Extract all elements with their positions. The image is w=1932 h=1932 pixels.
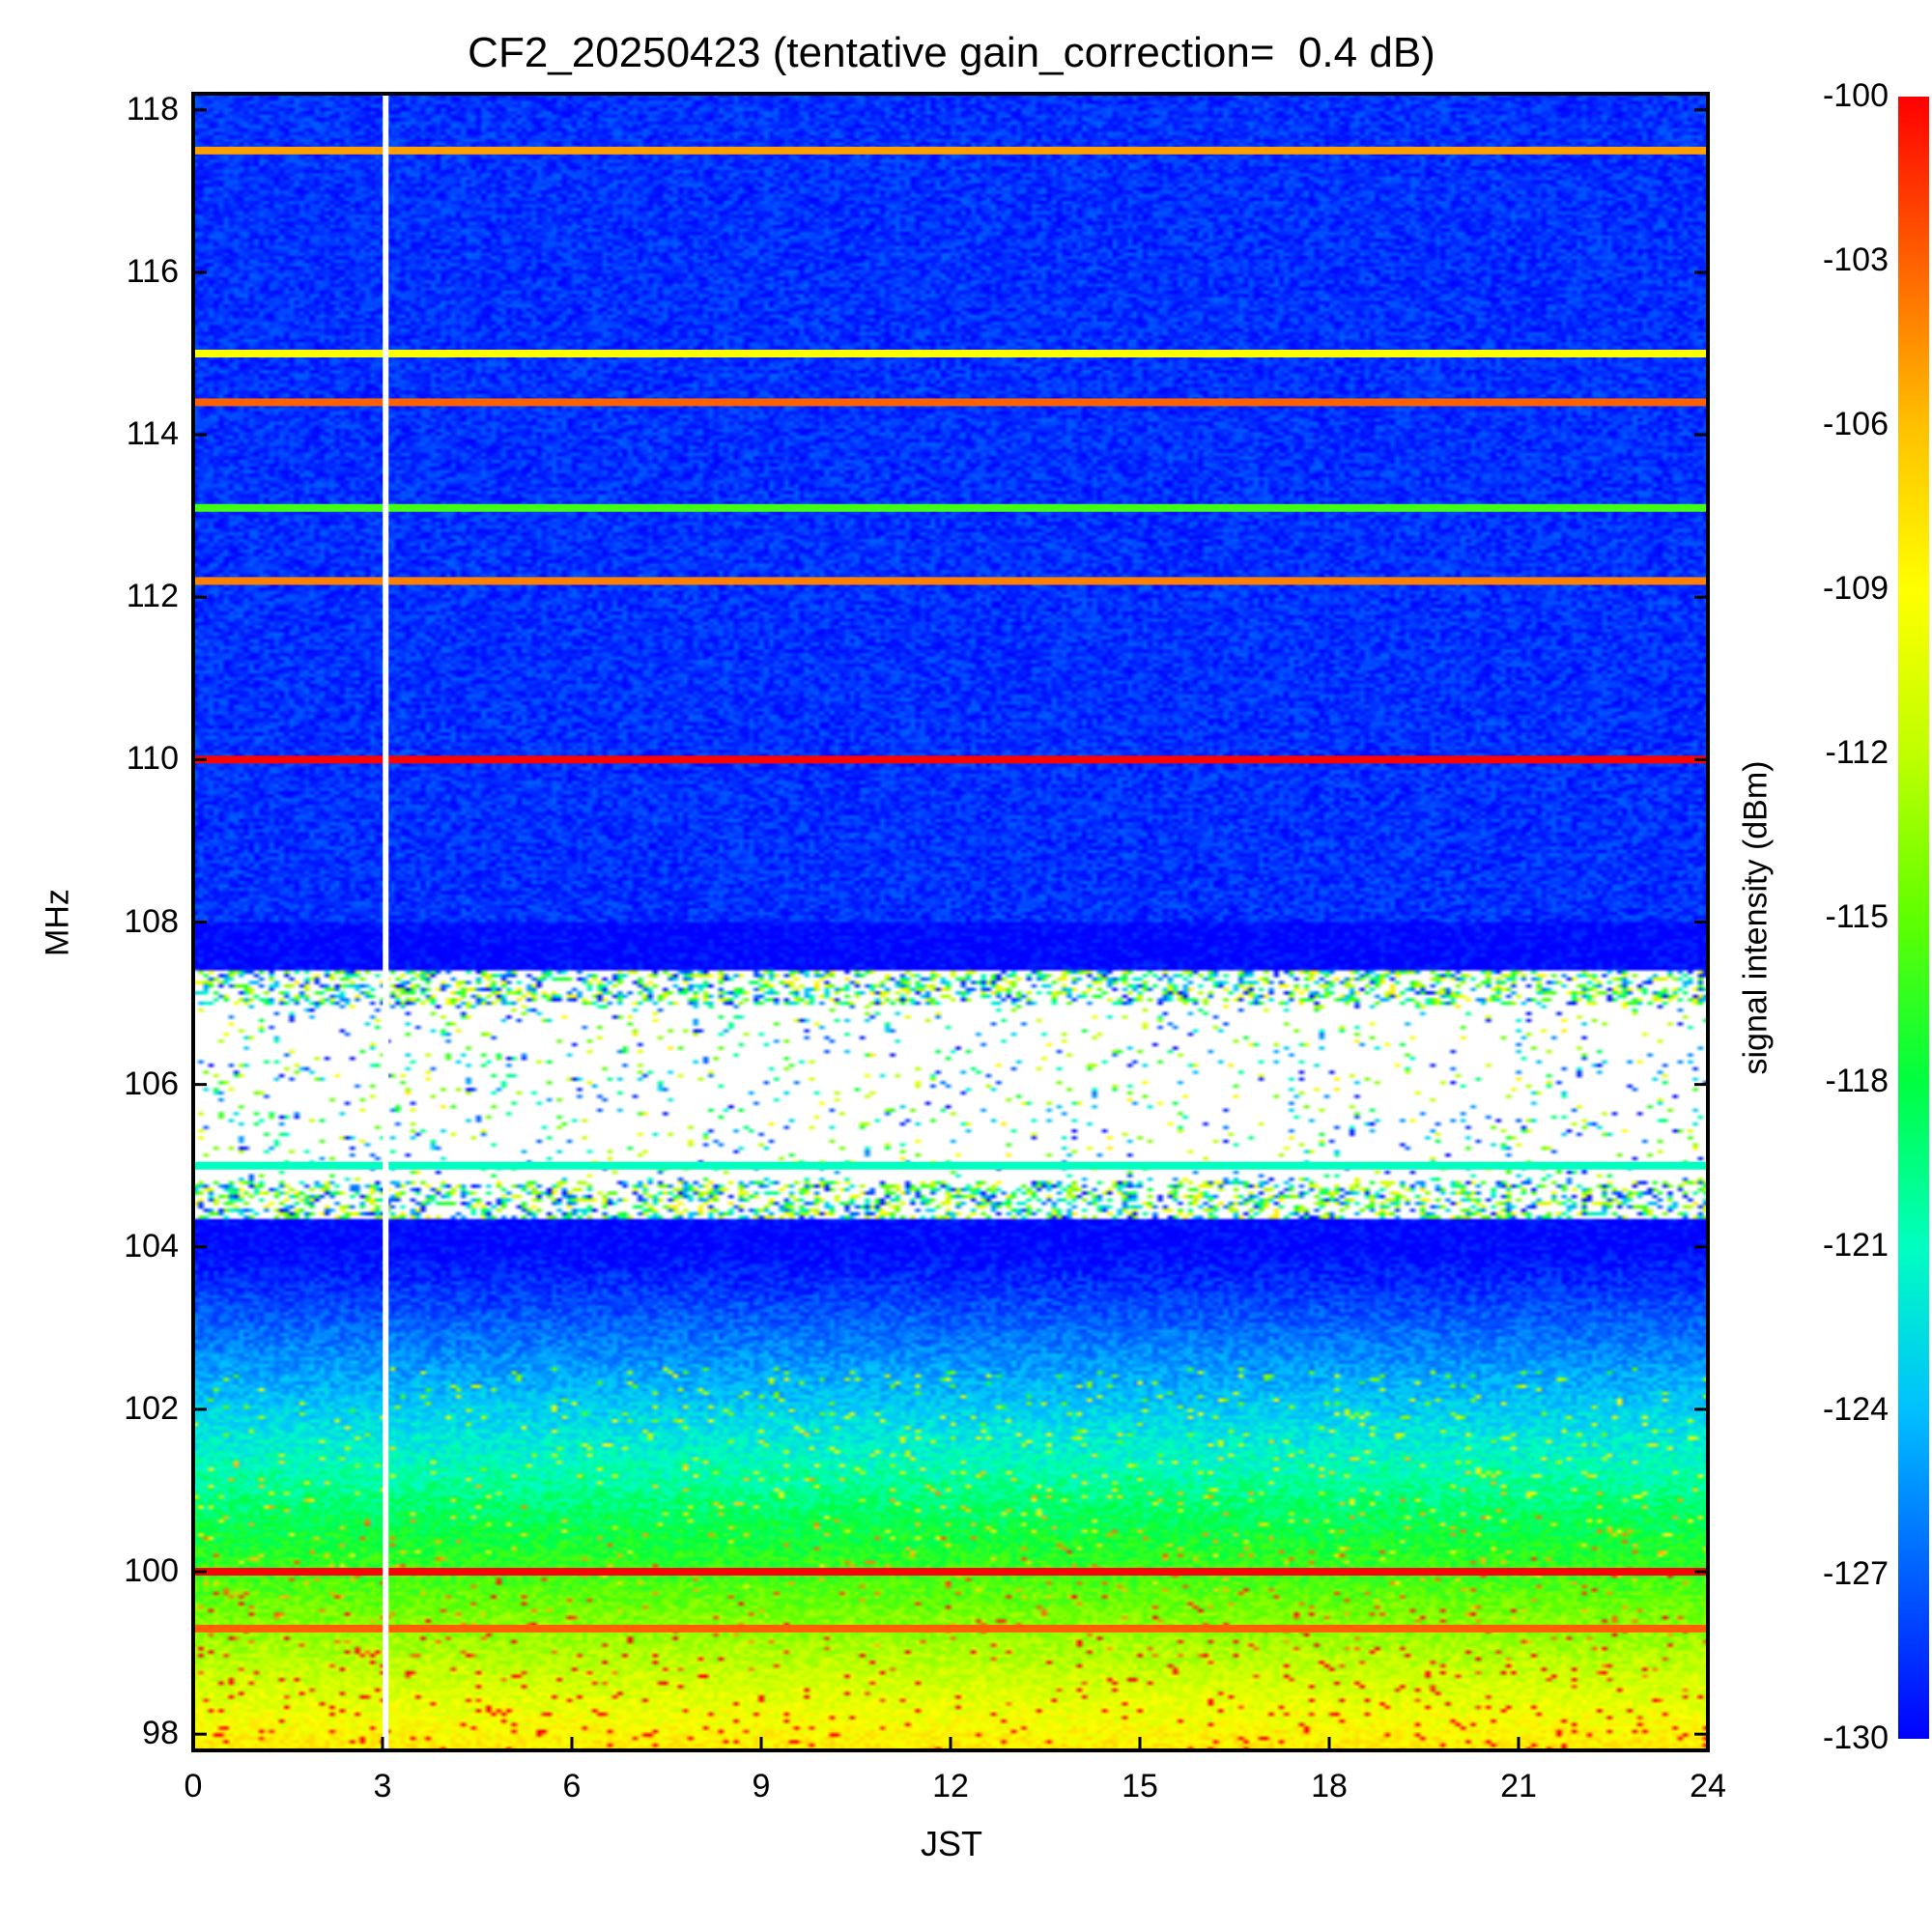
y-tick-label: 108 [124,902,179,940]
emission-line [193,1624,1708,1633]
x-axis-label: JST [920,1824,983,1863]
colorbar-tick-label: -109 [1822,570,1889,607]
heatmap-raster [193,94,1708,1750]
x-tick-label: 15 [1122,1768,1158,1804]
y-tick-label: 114 [126,415,179,453]
x-tick-label: 0 [184,1768,203,1804]
colorbar-tick-label: -112 [1825,734,1889,771]
emission-line [193,146,1708,155]
colorbar-tick-label: -118 [1825,1063,1889,1099]
emission-line [193,350,1708,358]
y-tick-label: 110 [126,740,179,778]
chart-title: CF2_20250423 (tentative gain_correction=… [468,29,1435,76]
x-tick-label: 3 [373,1768,392,1804]
x-tick-label: 9 [752,1768,771,1804]
y-axis-label: MHz [39,889,76,956]
y-tick-label: 98 [142,1715,179,1752]
colorbar-tick-label: -121 [1822,1227,1889,1264]
colorbar-tick-label: -124 [1822,1391,1889,1428]
y-tick-label: 104 [124,1227,179,1264]
x-tick-label: 21 [1500,1768,1537,1804]
emission-line [193,503,1708,512]
colorbar-tick-label: -106 [1822,406,1889,442]
y-tick-label: 102 [124,1389,179,1427]
colorbar-label: signal intensity (dBm) [1737,760,1775,1075]
y-tick-label: 116 [126,252,179,290]
emission-line [193,1161,1708,1170]
data-gap-column [383,94,389,1750]
x-tick-label: 6 [562,1768,582,1804]
plot-frame [191,92,1710,1752]
x-tick-label: 12 [932,1768,969,1804]
colorbar-tick-label: -100 [1822,77,1889,114]
colorbar-tick-label: -130 [1822,1719,1889,1756]
y-tick-label: 100 [124,1552,179,1590]
colorbar-tick-label: -103 [1822,242,1889,278]
colorbar-tick-label: -127 [1822,1555,1889,1592]
y-tick-label: 118 [126,90,179,128]
y-tick-label: 112 [126,578,179,615]
emission-line [193,577,1708,585]
emission-line [193,398,1708,407]
colorbar [1898,97,1929,1739]
emission-line [193,1568,1708,1577]
emission-line [193,755,1708,764]
x-tick-label: 18 [1311,1768,1348,1804]
colorbar-tick-label: -115 [1825,898,1889,935]
x-tick-label: 24 [1690,1768,1726,1804]
y-tick-label: 106 [124,1065,179,1102]
